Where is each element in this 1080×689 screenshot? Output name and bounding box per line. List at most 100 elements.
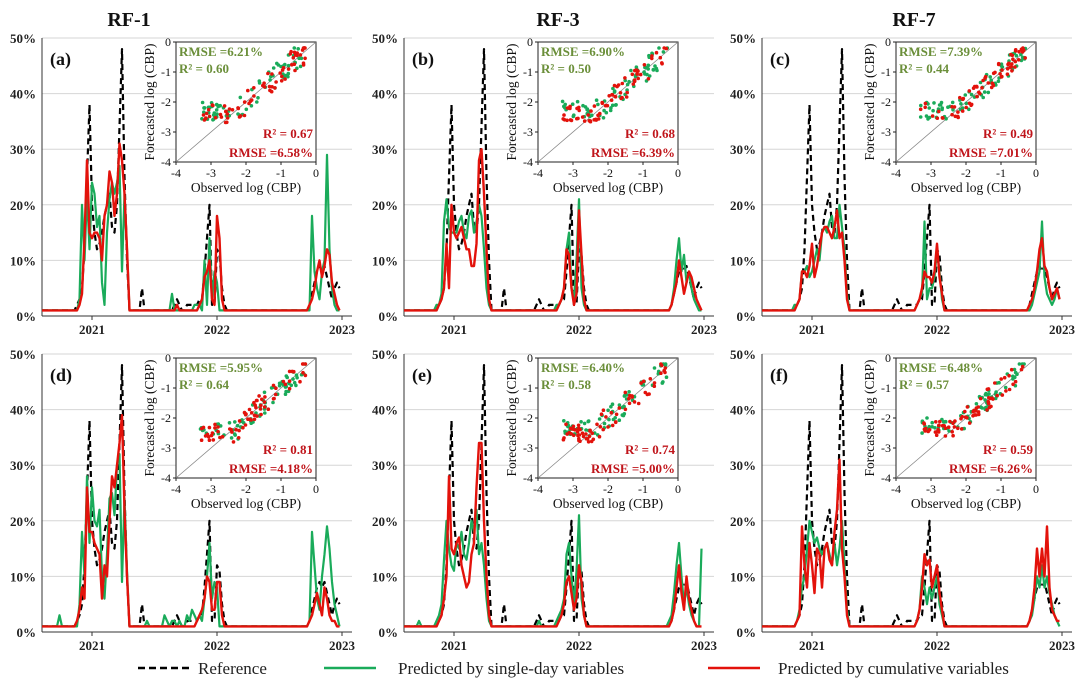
scatter-point-cumulative [953, 419, 957, 423]
scatter-point-single [215, 112, 219, 116]
series-cumulative [42, 414, 340, 628]
scatter-point-cumulative [588, 428, 592, 433]
scatter-point-single [959, 102, 963, 106]
inset-x-tick-label: 0 [675, 166, 681, 180]
scatter-point-single [202, 106, 206, 110]
scatter-point-cumulative [561, 437, 566, 442]
cumulative-r2-label: R² = 0.68 [625, 126, 675, 141]
single-rmse-label: RMSE =5.95% [179, 360, 263, 375]
scatter-point-cumulative [987, 405, 992, 410]
inset-y-axis-label: Forecasted log (CBP) [504, 44, 519, 161]
scatter-point-single [254, 100, 259, 104]
scatter-point-cumulative [1004, 389, 1008, 393]
scatter-point-cumulative [923, 426, 928, 431]
scatter-point-cumulative [577, 105, 581, 110]
scatter-point-cumulative [213, 422, 217, 427]
series-reference [404, 364, 703, 628]
single-r2-label: R² = 0.44 [899, 61, 949, 76]
inset-x-tick-label: -1 [996, 166, 1006, 180]
scatter-point-single [275, 61, 279, 66]
scatter-point-cumulative [647, 392, 651, 396]
scatter-point-cumulative [257, 394, 261, 398]
scatter-point-cumulative [283, 77, 287, 81]
scatter-point-cumulative [252, 413, 257, 418]
scatter-point-single [596, 102, 600, 107]
scatter-point-cumulative [623, 76, 627, 80]
scatter-point-single [927, 106, 931, 110]
inset-x-tick-label: -4 [891, 482, 901, 496]
scatter-point-cumulative [967, 421, 972, 425]
scatter-point-single [938, 103, 943, 107]
inset-y-tick-label: 0 [885, 35, 891, 49]
scatter-point-cumulative [1000, 393, 1005, 397]
scatter-point-cumulative [952, 105, 957, 109]
scatter-point-single [944, 117, 948, 121]
scatter-point-cumulative [614, 420, 618, 424]
scatter-point-single [983, 398, 987, 402]
x-tick-label: 2021 [799, 638, 825, 653]
scatter-point-single [622, 404, 626, 409]
inset-x-tick-label: 0 [1033, 166, 1039, 180]
scatter-point-single [283, 385, 288, 389]
scatter-point-cumulative [236, 106, 241, 111]
scatter-point-cumulative [613, 95, 618, 99]
scatter-point-cumulative [199, 438, 204, 443]
inset-y-tick-label: -1 [523, 381, 533, 395]
cumulative-r2-label: R² = 0.74 [625, 442, 675, 457]
scatter-point-cumulative [211, 438, 216, 442]
scatter-point-cumulative [262, 405, 267, 409]
cumulative-rmse-label: RMSE =5.00% [591, 461, 675, 476]
scatter-point-cumulative [977, 412, 981, 417]
inset-x-tick-label: -3 [206, 482, 216, 496]
scatter-point-single [218, 424, 223, 428]
scatter-point-cumulative [941, 116, 945, 120]
scatter-point-single [1013, 375, 1017, 380]
scatter-point-single [271, 66, 276, 70]
scatter-point-single [575, 99, 580, 104]
scatter-point-single [986, 90, 991, 95]
scatter-point-cumulative [1013, 59, 1018, 64]
inset-y-tick-label: -4 [881, 155, 891, 169]
scatter-point-cumulative [592, 118, 596, 122]
single-rmse-label: RMSE =6.21% [179, 44, 263, 59]
panel-label: (d) [50, 365, 72, 386]
scatter-point-cumulative [204, 111, 209, 116]
scatter-point-cumulative [241, 425, 245, 430]
scatter-point-cumulative [598, 425, 603, 429]
scatter-point-cumulative [237, 428, 241, 433]
panel-label: (b) [412, 49, 434, 70]
scatter-point-single [964, 101, 969, 106]
y-tick-label: 50% [10, 347, 36, 362]
y-tick-label: 30% [730, 458, 756, 473]
scatter-point-cumulative [219, 115, 224, 119]
y-tick-label: 20% [372, 514, 398, 529]
x-tick-label: 2023 [691, 322, 718, 337]
scatter-point-cumulative [266, 71, 270, 76]
scatter-point-single [924, 114, 929, 118]
scatter-point-cumulative [303, 56, 307, 61]
scatter-point-single [238, 95, 243, 100]
scatter-point-cumulative [584, 437, 589, 441]
scatter-point-single [610, 402, 615, 407]
scatter-point-cumulative [224, 109, 228, 114]
panel-d: 0% 10% 20% 30% 40% 50% 2021 2022 2023 (d) -4 -3 -2 -1… [10, 347, 356, 653]
scatter-point-cumulative [973, 413, 977, 417]
y-tick-label: 0% [379, 309, 399, 324]
cumulative-rmse-label: RMSE =6.58% [229, 145, 313, 160]
scatter-point-single [579, 420, 583, 424]
scatter-point-cumulative [1013, 48, 1018, 52]
scatter-point-single [617, 418, 622, 423]
scatter-point-cumulative [627, 401, 632, 406]
scatter-point-single [566, 424, 570, 429]
scatter-point-single [1012, 367, 1017, 372]
scatter-point-cumulative [599, 412, 604, 417]
scatter-point-cumulative [662, 46, 666, 50]
scatter-point-cumulative [301, 362, 306, 366]
scatter-point-cumulative [281, 379, 286, 384]
scatter-point-single [216, 104, 220, 109]
scatter-point-cumulative [569, 118, 574, 123]
scatter-point-cumulative [289, 49, 293, 54]
panel-a: 0% 10% 20% 30% 40% 50% 2021 2022 2023 (a) -4 -3 -2 -1… [10, 31, 356, 337]
y-tick-label: 50% [372, 31, 398, 46]
